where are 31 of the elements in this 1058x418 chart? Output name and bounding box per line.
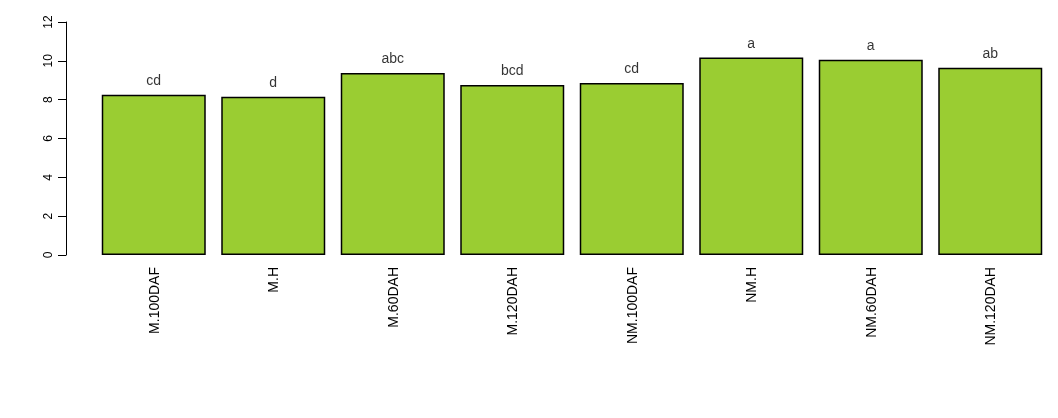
x-tick-label: M.60DAH (384, 267, 401, 328)
y-tick-label: 12 (41, 15, 55, 29)
x-tick-label: NM.60DAH (862, 267, 879, 338)
annotation: a (747, 34, 756, 51)
bar (579, 82, 684, 255)
y-tick-label: 2 (41, 212, 55, 220)
y-tick-label: 8 (41, 96, 55, 104)
annotation: a (866, 36, 875, 53)
bar (221, 96, 326, 255)
bar (460, 85, 565, 255)
bar (699, 57, 804, 255)
x-tick-label: M.120DAH (504, 267, 521, 336)
y-tick-label: 0 (41, 251, 55, 259)
x-tick-label: NM.H (743, 267, 760, 303)
y-tick-label: 6 (41, 134, 55, 142)
bar (818, 59, 923, 255)
y-tick-label: 4 (41, 173, 55, 181)
bar (938, 67, 1043, 255)
annotation: ab (982, 44, 999, 61)
annotation: d (269, 73, 278, 90)
annotation: cd (624, 59, 640, 76)
y-tick-label: 10 (41, 53, 55, 68)
x-tick-label: M.100DAF (145, 267, 162, 334)
bar (101, 94, 206, 255)
annotation: abc (381, 50, 405, 67)
bar (340, 73, 445, 255)
x-tick-label: M.H (265, 267, 282, 293)
annotation: cd (146, 71, 162, 88)
annotation: bcd (500, 62, 524, 79)
x-tick-label: NM.120DAH (982, 267, 999, 346)
x-tick-label: NM.100DAF (623, 267, 640, 345)
